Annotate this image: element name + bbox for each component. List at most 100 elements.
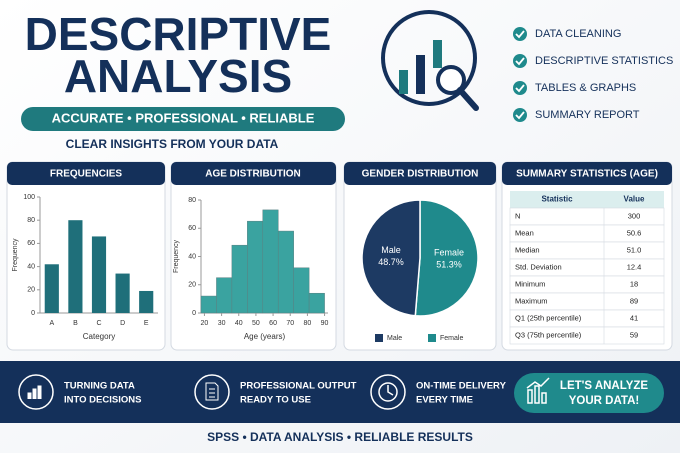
check-icon	[513, 27, 527, 41]
panel-title: SUMMARY STATISTICS (AGE)	[516, 169, 658, 180]
check-mark	[515, 111, 525, 120]
check-mark	[515, 57, 525, 66]
cta-text[interactable]: LET'S ANALYZE	[560, 380, 648, 392]
panel-title: AGE DISTRIBUTION	[205, 169, 301, 180]
subtitle: CLEAR INSIGHTS FROM YOUR DATA	[66, 137, 279, 151]
histogram-bar	[262, 209, 279, 314]
table-cell: Std. Deviation	[515, 262, 562, 271]
check-icon	[513, 54, 527, 68]
table-cell: Median	[515, 245, 540, 254]
table-header	[510, 191, 664, 208]
table-cell: 18	[630, 279, 638, 288]
title-line: DESCRIPTIVE	[25, 8, 332, 60]
table-cell: 51.0	[627, 245, 642, 254]
y-tick-label: 80	[188, 197, 196, 204]
banner-text: INTO DECISIONS	[64, 395, 141, 406]
x-tick-label: 90	[321, 320, 329, 327]
check-icon	[513, 81, 527, 95]
check-icon	[513, 108, 527, 122]
x-tick-label: 30	[218, 320, 226, 327]
histogram-bar	[231, 244, 248, 314]
y-tick-label: 60	[27, 240, 35, 247]
histogram-bar	[308, 292, 325, 314]
table-cell: Q1 (25th percentile)	[515, 313, 582, 322]
icon-glyph	[387, 385, 394, 396]
x-tick-label: 80	[304, 320, 312, 327]
banner-text: ON-TIME DELIVERY	[416, 381, 507, 392]
x-tick-label: 60	[269, 320, 277, 327]
banner-icon	[370, 374, 406, 410]
icon-glyph	[378, 382, 398, 402]
bar	[91, 236, 107, 313]
panel-header	[7, 162, 165, 185]
x-axis-label: Age (years)	[244, 332, 286, 341]
histogram-bar	[293, 267, 310, 314]
histogram-bar	[200, 295, 217, 314]
y-tick-label: 0	[192, 310, 196, 317]
table-cell: 50.6	[627, 228, 642, 237]
legend-swatch	[428, 334, 436, 342]
y-tick-label: 60	[188, 225, 196, 232]
cta-icon	[526, 377, 550, 404]
y-tick-label: 40	[188, 253, 196, 260]
x-axis-label: Category	[83, 332, 115, 341]
y-tick-label: 40	[27, 263, 35, 270]
cta-text[interactable]: YOUR DATA!	[569, 395, 639, 407]
x-tick-label: C	[96, 320, 101, 327]
x-tick-label: 40	[235, 320, 243, 327]
y-axis-label: Frequency	[173, 239, 180, 273]
x-tick-label: E	[144, 320, 149, 327]
legend-label: Male	[387, 335, 402, 342]
legend-swatch	[375, 334, 383, 342]
bar	[68, 220, 83, 313]
table-cell: Q3 (75th percentile)	[515, 330, 582, 339]
table-cell: 300	[628, 211, 641, 220]
banner-icon	[194, 374, 230, 410]
bar	[44, 264, 59, 313]
x-tick-label: A	[49, 320, 54, 327]
icon-glyph	[205, 382, 219, 401]
table-cell: Minimum	[515, 279, 545, 288]
table-cell: 12.4	[627, 262, 642, 271]
y-tick-label: 80	[27, 217, 35, 224]
tagline-pill	[21, 107, 345, 131]
y-tick-label: 0	[31, 310, 35, 317]
x-tick-label: D	[120, 320, 125, 327]
panel-header	[171, 162, 336, 185]
banner-icon	[18, 374, 54, 410]
y-tick-label: 20	[27, 287, 35, 294]
table-cell: Mean	[515, 228, 534, 237]
panel-title: FREQUENCIES	[50, 169, 123, 180]
table-row	[509, 326, 665, 345]
cta-button[interactable]	[514, 373, 664, 413]
y-axis-label: Frequency	[12, 238, 19, 272]
banner-text: TURNING DATA	[64, 381, 135, 392]
pie-slice	[361, 199, 421, 317]
bar	[139, 290, 154, 313]
pie-label: Male	[381, 245, 401, 255]
pie-label: Female	[434, 248, 464, 258]
banner-text: READY TO USE	[240, 395, 311, 406]
pie-slice	[414, 199, 479, 317]
y-tick-label: 100	[23, 194, 35, 201]
check-mark	[515, 30, 525, 39]
checklist-item: SUMMARY REPORT	[535, 109, 640, 121]
histogram-bar	[216, 277, 233, 314]
panel-title: GENDER DISTRIBUTION	[362, 169, 479, 180]
title-line: ANALYSIS	[64, 50, 292, 102]
panel-header	[344, 162, 496, 185]
check-mark	[515, 84, 525, 93]
pie-value-label: 51.3%	[436, 260, 462, 270]
histogram-bar	[247, 220, 264, 314]
x-tick-label: 50	[252, 320, 260, 327]
table-header-cell: Value	[624, 195, 645, 204]
banner-text: EVERY TIME	[416, 395, 473, 406]
table-cell: Maximum	[515, 296, 548, 305]
pie-value-label: 48.7%	[378, 257, 404, 267]
table-cell: 89	[630, 296, 638, 305]
x-tick-label: 20	[201, 320, 209, 327]
footer: SPSS • DATA ANALYSIS • RELIABLE RESULTS	[207, 430, 473, 444]
histogram-bar	[277, 230, 294, 314]
table-cell: 41	[630, 313, 638, 322]
